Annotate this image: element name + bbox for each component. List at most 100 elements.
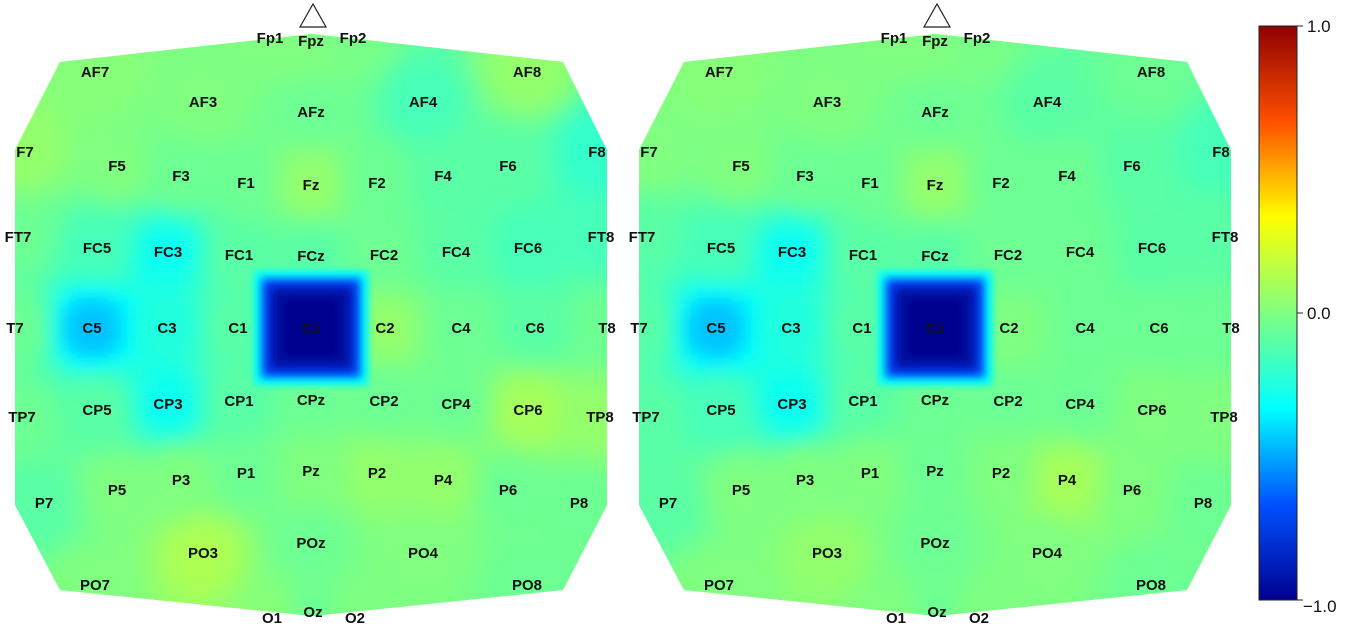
electrode-label: O1 <box>886 610 906 627</box>
electrode-label: P6 <box>1123 482 1141 499</box>
electrode-label: F5 <box>108 158 126 175</box>
colorbar-min-label: −1.0 <box>1303 597 1337 616</box>
electrode-label: C2 <box>999 320 1018 337</box>
electrode-label: AF8 <box>1137 64 1165 81</box>
electrode-label: T7 <box>6 320 24 337</box>
electrode-label: AF3 <box>813 94 841 111</box>
electrode-label: C6 <box>525 320 544 337</box>
electrode-label: FC6 <box>514 240 542 257</box>
nose-marker-icon <box>922 2 952 28</box>
topomap-right: Fp1 Fpz Fp2 AF7 AF3 AFz AF4 AF8 F7 F5 F3 F1 Fz F2 F4 F6… <box>629 2 1240 627</box>
electrode-label: CP3 <box>153 396 182 413</box>
electrode-label: CP2 <box>369 393 398 410</box>
electrode-label: F4 <box>434 168 452 185</box>
electrode-label: P4 <box>434 472 453 489</box>
electrode-label: FT8 <box>1212 229 1239 246</box>
electrode-label: FC4 <box>1066 244 1095 261</box>
electrode-label: FC3 <box>154 244 182 261</box>
electrode-label: AFz <box>921 104 949 121</box>
electrode-label: F8 <box>1212 144 1230 161</box>
electrode-label: F3 <box>172 168 190 185</box>
electrode-label: P7 <box>35 495 53 512</box>
electrode-label: Fp1 <box>257 30 284 47</box>
electrode-label: F8 <box>588 144 606 161</box>
electrode-label: Fp2 <box>340 30 367 47</box>
electrode-label: C1 <box>852 320 871 337</box>
electrode-label: CP4 <box>1065 396 1095 413</box>
electrode-label: Oz <box>303 604 322 621</box>
electrode-label: C3 <box>157 320 176 337</box>
colorbar-mid-label: 0.0 <box>1307 304 1331 323</box>
electrode-label: P3 <box>796 472 814 489</box>
electrode-label: P1 <box>237 465 255 482</box>
electrode-label: P5 <box>108 482 126 499</box>
electrode-label: FC2 <box>994 247 1022 264</box>
electrode-label: FCz <box>921 248 949 265</box>
electrode-label: Cz <box>926 320 944 337</box>
electrode-label: F7 <box>640 144 658 161</box>
electrode-label: C5 <box>706 320 725 337</box>
electrode-label: P8 <box>570 495 588 512</box>
electrode-label: Fpz <box>298 33 324 50</box>
electrode-label: PO7 <box>80 577 110 594</box>
electrode-label: Fpz <box>922 33 948 50</box>
cz-minimum <box>876 269 994 387</box>
electrode-label: FC4 <box>442 244 471 261</box>
electrode-label: F5 <box>732 158 750 175</box>
electrode-label: FC1 <box>225 247 253 264</box>
electrode-label: Pz <box>302 463 320 480</box>
nose-marker-icon <box>298 2 328 28</box>
electrode-label: CP4 <box>441 396 471 413</box>
electrode-label: F2 <box>992 175 1010 192</box>
electrode-label: P5 <box>732 482 750 499</box>
electrode-label: PO8 <box>1136 577 1166 594</box>
potential-surface <box>15 34 607 616</box>
electrode-label: P1 <box>861 465 879 482</box>
electrode-label: FT7 <box>5 229 32 246</box>
electrode-label: Fp2 <box>964 30 991 47</box>
electrode-label: C3 <box>781 320 800 337</box>
electrode-label: PO3 <box>188 545 218 562</box>
electrode-label: P6 <box>499 482 517 499</box>
electrode-label: CP3 <box>777 396 806 413</box>
electrode-label: T8 <box>1222 320 1240 337</box>
electrode-label: FC5 <box>707 240 735 257</box>
electrode-label: F6 <box>1123 158 1141 175</box>
electrode-label: O2 <box>969 610 989 627</box>
electrode-label: P3 <box>172 472 190 489</box>
electrode-label: PO4 <box>1032 545 1063 562</box>
cz-minimum <box>252 269 370 387</box>
electrode-label: CP5 <box>706 402 735 419</box>
electrode-label: Fp1 <box>881 30 908 47</box>
electrode-label: C5 <box>82 320 101 337</box>
electrode-label: FT7 <box>629 229 656 246</box>
electrode-label: Fz <box>927 177 944 194</box>
electrode-label: T7 <box>630 320 648 337</box>
electrode-label: F1 <box>237 175 255 192</box>
electrode-label: FC2 <box>370 247 398 264</box>
electrode-label: Oz <box>927 604 946 621</box>
electrode-label: TP7 <box>8 409 36 426</box>
electrode-label: PO3 <box>812 545 842 562</box>
electrode-label: POz <box>296 535 325 552</box>
electrode-label: CP6 <box>1137 402 1166 419</box>
electrode-label: FC6 <box>1138 240 1166 257</box>
electrode-label: F2 <box>368 175 386 192</box>
electrode-label: CP6 <box>513 402 542 419</box>
electrode-label: F7 <box>16 144 34 161</box>
colorbar: 1.0 0.0 −1.0 <box>1258 17 1337 616</box>
electrode-label: T8 <box>598 320 616 337</box>
electrode-label: TP8 <box>1210 409 1238 426</box>
electrode-label: FCz <box>297 248 325 265</box>
electrode-label: P4 <box>1058 472 1077 489</box>
electrode-label: TP7 <box>632 409 660 426</box>
electrode-label: FT8 <box>588 229 615 246</box>
electrode-label: AF7 <box>81 64 109 81</box>
electrode-label: C1 <box>228 320 247 337</box>
electrode-label: FC5 <box>83 240 111 257</box>
topomap-left: Fp1 Fpz Fp2 AF7 AF3 AFz AF4 AF8 F7 F5 F3 F1 Fz F2 F4 F6… <box>5 2 616 627</box>
electrode-label: F1 <box>861 175 879 192</box>
electrode-label: F4 <box>1058 168 1076 185</box>
electrode-label: FC3 <box>778 244 806 261</box>
electrode-label: CP1 <box>848 393 877 410</box>
